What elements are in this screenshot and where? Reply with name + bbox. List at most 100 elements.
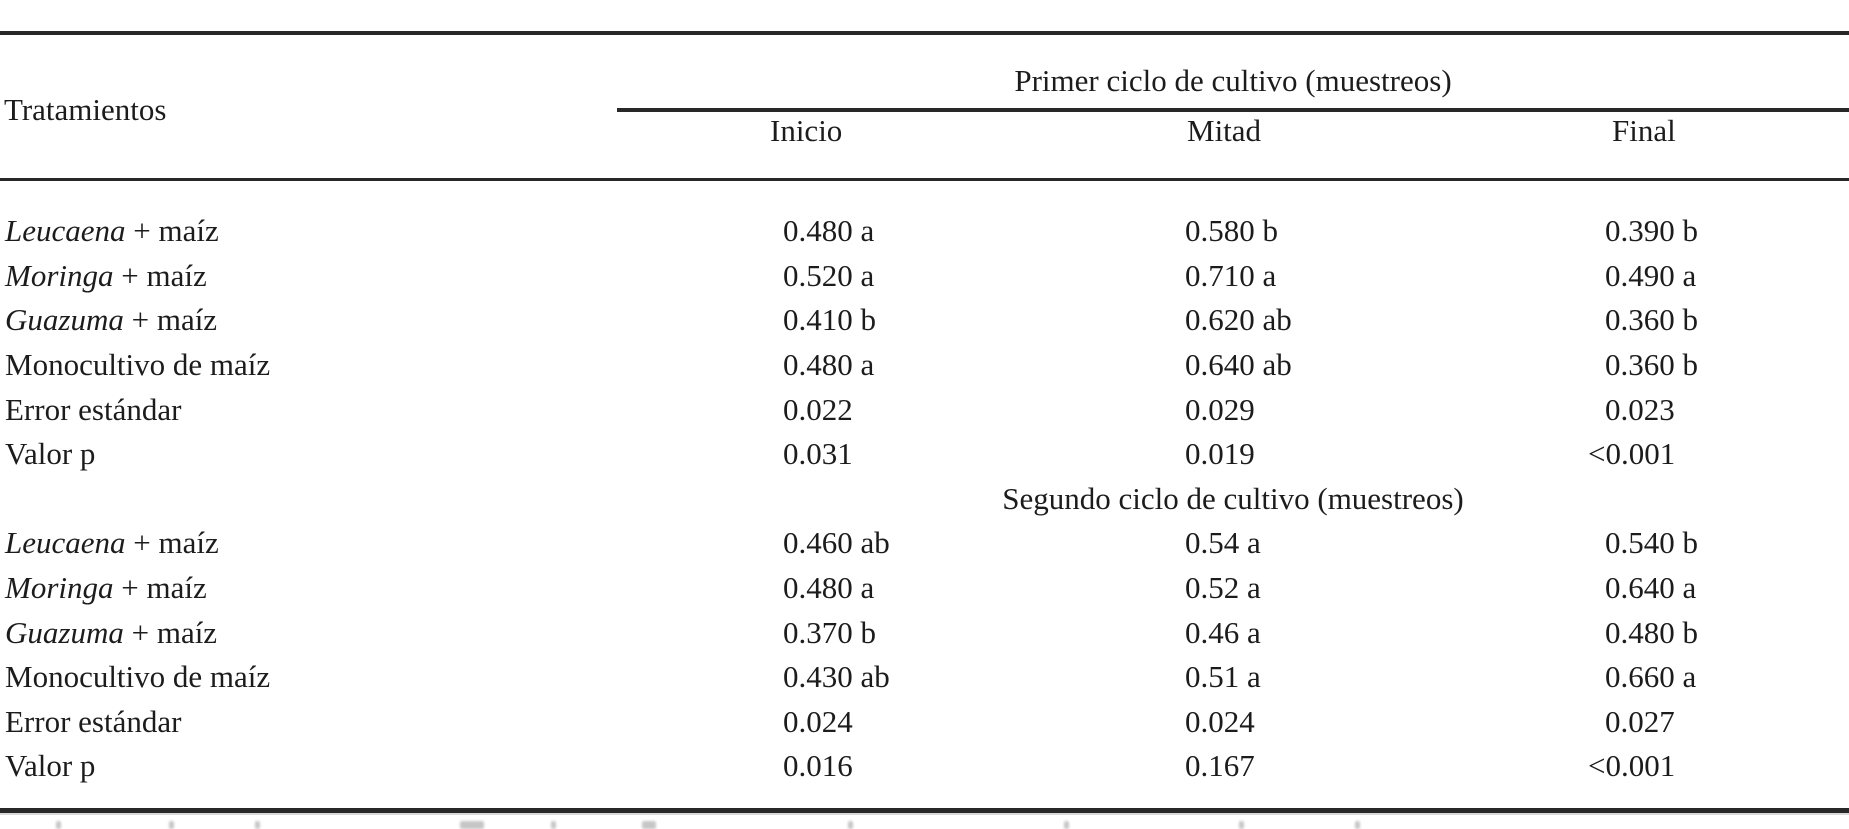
column-header-final: Final <box>1612 113 1676 148</box>
treatment-suffix: + maíz <box>123 614 218 650</box>
value-mitad: 0.640 ab <box>1185 347 1292 383</box>
treatment-suffix: Valor p <box>5 436 96 472</box>
treatment-suffix: Valor p <box>5 748 96 784</box>
treatment-label: Error estándar <box>0 392 783 428</box>
clipped-footnote-fragment <box>56 821 61 829</box>
treatments-column-header: Tratamientos <box>4 92 167 127</box>
clipped-footnote-fragment <box>1355 821 1360 829</box>
table-row: Error estándar 0.022 0.029 0.023 <box>0 387 1849 432</box>
value-inicio: 0.520 a <box>783 257 875 293</box>
species-name: Guazuma <box>5 302 124 338</box>
table-row: Monocultivo de maíz 0.480 a 0.640 ab 0.3… <box>0 343 1849 388</box>
treatment-suffix: Monocultivo de maíz <box>5 659 271 695</box>
species-name: Leucaena <box>5 525 126 561</box>
species-name: Moringa <box>5 570 114 606</box>
treatment-label: Leucaena + maíz <box>0 525 783 561</box>
group-header-rule <box>617 108 1849 112</box>
value-inicio: 0.410 b <box>783 302 876 338</box>
value-final: 0.490 a <box>1605 257 1697 293</box>
treatment-suffix: + maíz <box>123 302 218 338</box>
value-inicio: 0.370 b <box>783 614 876 650</box>
second-cycle-group-header: Segundo ciclo de cultivo (muestreos) <box>1002 480 1464 516</box>
value-final: 0.660 a <box>1605 659 1697 695</box>
value-mitad: 0.52 a <box>1185 570 1261 606</box>
treatment-suffix: + maíz <box>125 213 219 249</box>
value-final: 0.480 b <box>1605 614 1698 650</box>
treatment-suffix: + maíz <box>113 257 207 293</box>
table-row: Moringa + maíz 0.480 a 0.52 a 0.640 a <box>0 566 1849 611</box>
second-cycle-header-row: Segundo ciclo de cultivo (muestreos) <box>0 477 1849 522</box>
column-header-inicio: Inicio <box>770 113 843 148</box>
treatment-label: Leucaena + maíz <box>0 213 783 249</box>
value-final: 0.023 <box>1605 391 1675 427</box>
value-final: <0.001 <box>1588 436 1676 472</box>
table-row: Error estándar 0.024 0.024 0.027 <box>0 700 1849 745</box>
value-inicio: 0.430 ab <box>783 659 890 695</box>
bottom-rule <box>0 808 1849 813</box>
value-final: 0.390 b <box>1605 213 1698 249</box>
table-row: Moringa + maíz 0.520 a 0.710 a 0.490 a <box>0 254 1849 299</box>
header-body-rule <box>0 178 1849 181</box>
value-inicio: 0.480 a <box>783 347 875 383</box>
clipped-footnote-fragment <box>169 821 174 829</box>
value-mitad: 0.029 <box>1185 391 1255 427</box>
value-inicio: 0.016 <box>783 748 853 784</box>
table-body: Leucaena + maíz 0.480 a 0.580 b 0.390 b … <box>0 209 1849 789</box>
table-row: Guazuma + maíz 0.410 b 0.620 ab 0.360 b <box>0 298 1849 343</box>
treatment-label: Moringa + maíz <box>0 570 783 606</box>
value-final: 0.640 a <box>1605 570 1697 606</box>
species-name: Guazuma <box>5 614 124 650</box>
species-name: Moringa <box>5 257 114 293</box>
value-mitad: 0.710 a <box>1185 257 1277 293</box>
table-row: Leucaena + maíz 0.460 ab 0.54 a 0.540 b <box>0 521 1849 566</box>
value-inicio: 0.460 ab <box>783 525 890 561</box>
value-final: 0.360 b <box>1605 347 1698 383</box>
value-mitad: 0.51 a <box>1185 659 1261 695</box>
table-row: Guazuma + maíz 0.370 b 0.46 a 0.480 b <box>0 610 1849 655</box>
value-mitad: 0.46 a <box>1185 614 1261 650</box>
value-mitad: 0.620 ab <box>1185 302 1292 338</box>
treatment-label: Monocultivo de maíz <box>0 659 783 695</box>
value-inicio: 0.024 <box>783 703 853 739</box>
value-inicio: 0.480 a <box>783 570 875 606</box>
clipped-footnote-fragment <box>848 821 853 829</box>
table-row: Valor p 0.016 0.167 <0.001 <box>0 744 1849 789</box>
value-final: <0.001 <box>1588 748 1676 784</box>
treatment-label: Error estándar <box>0 704 783 740</box>
clipped-footnote-fragment <box>1239 821 1244 829</box>
clipped-footnote-fragment <box>551 821 556 829</box>
treatment-suffix: + maíz <box>125 525 219 561</box>
value-final: 0.360 b <box>1605 302 1698 338</box>
treatment-label: Guazuma + maíz <box>0 615 783 651</box>
first-cycle-group-header: Primer ciclo de cultivo (muestreos) <box>1014 63 1452 98</box>
treatment-suffix: + maíz <box>113 570 207 606</box>
treatment-suffix: Error estándar <box>5 391 182 427</box>
treatment-suffix: Monocultivo de maíz <box>5 347 271 383</box>
treatment-label: Monocultivo de maíz <box>0 347 783 383</box>
value-inicio: 0.480 a <box>783 213 875 249</box>
clipped-footnote-fragment <box>1064 821 1069 829</box>
treatment-suffix: Error estándar <box>5 703 182 739</box>
species-name: Leucaena <box>5 213 126 249</box>
table-row: Leucaena + maíz 0.480 a 0.580 b 0.390 b <box>0 209 1849 254</box>
column-header-mitad: Mitad <box>1187 113 1262 148</box>
top-rule <box>0 31 1849 35</box>
value-mitad: 0.167 <box>1185 748 1255 784</box>
treatment-label: Moringa + maíz <box>0 258 783 294</box>
treatment-label: Guazuma + maíz <box>0 302 783 338</box>
value-mitad: 0.580 b <box>1185 213 1278 249</box>
value-inicio: 0.031 <box>783 436 853 472</box>
treatment-label: Valor p <box>0 436 783 472</box>
value-inicio: 0.022 <box>783 391 853 427</box>
table-row: Monocultivo de maíz 0.430 ab 0.51 a 0.66… <box>0 655 1849 700</box>
value-mitad: 0.019 <box>1185 436 1255 472</box>
value-mitad: 0.54 a <box>1185 525 1261 561</box>
value-final: 0.027 <box>1605 703 1675 739</box>
value-final: 0.540 b <box>1605 525 1698 561</box>
treatment-label: Valor p <box>0 748 783 784</box>
clipped-footnote-fragment <box>642 821 656 829</box>
clipped-footnote-fragment <box>255 821 260 829</box>
table-row: Valor p 0.031 0.019 <0.001 <box>0 432 1849 477</box>
value-mitad: 0.024 <box>1185 703 1255 739</box>
